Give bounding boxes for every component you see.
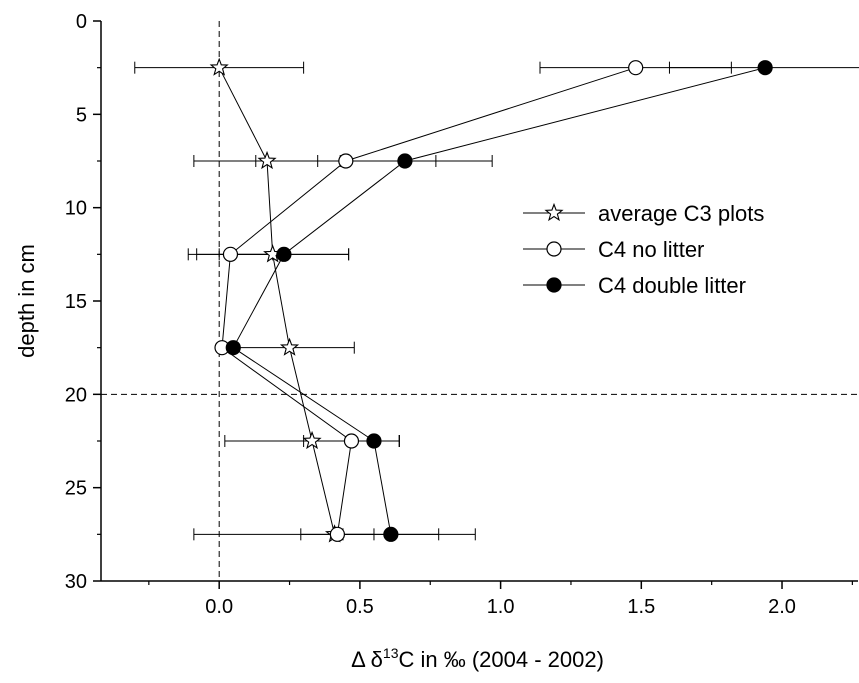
legend-label: average C3 plots (598, 201, 764, 226)
legend-marker (544, 202, 564, 222)
x-axis-title-superscript: 13 (383, 645, 399, 661)
data-point-series-3 (225, 340, 241, 356)
x-tick-label: 1.5 (627, 596, 655, 618)
y-tick-label: 0 (76, 11, 87, 33)
data-point-series-3 (757, 60, 773, 76)
data-point-series-1 (279, 337, 300, 356)
x-axis-title-prefix: Δ δ (351, 647, 383, 672)
y-tick-label: 5 (76, 104, 87, 126)
reference-lines (101, 21, 858, 581)
ticks (93, 20, 853, 589)
legend-label: C4 double litter (598, 273, 746, 298)
legend-marker (546, 277, 562, 293)
axes (100, 21, 858, 582)
series-line-1 (218, 67, 336, 535)
x-tick-label: 2.0 (768, 596, 796, 618)
data-point-series-3 (383, 526, 399, 542)
x-tick-label: 0.5 (346, 596, 374, 618)
data-point-series-3 (397, 153, 413, 169)
data-point-series-2 (628, 60, 644, 76)
x-tick-label: 0.0 (205, 596, 233, 618)
legend: average C3 plots C4 no litter C4 double li… (523, 201, 764, 298)
data-point-series-2 (222, 246, 239, 262)
data-point-series-1 (209, 57, 229, 76)
data-point-series-2 (329, 526, 345, 542)
legend-label: C4 no litter (598, 237, 704, 262)
data-point-series-3 (366, 433, 382, 449)
legend-marker (546, 241, 562, 257)
y-axis-title: depth in cm (14, 244, 39, 358)
x-axis-title-suffix: C in ‰ (2004 - 2002) (398, 647, 603, 672)
y-tick-label: 30 (65, 571, 87, 593)
x-tick-label: 1.0 (487, 596, 515, 618)
data-point-series-2 (343, 433, 360, 449)
series-line-3 (232, 67, 766, 535)
data-point-series-1 (302, 430, 322, 450)
x-axis-title: Δ δ13C in ‰ (2004 - 2002) (351, 645, 604, 672)
data-point-series-2 (338, 153, 354, 169)
y-tick-label: 25 (65, 478, 87, 500)
y-tick-label: 15 (65, 291, 87, 313)
series-lines (218, 67, 766, 535)
y-tick-label: 20 (65, 384, 87, 406)
y-tick-label: 10 (65, 198, 87, 220)
data-point-series-1 (257, 150, 277, 170)
error-bars (134, 61, 859, 541)
tick-labels: 0 5 10 15 20 25 30 0.0 0.5 1.0 1.5 2.0 (65, 11, 796, 618)
markers (209, 57, 773, 543)
series-line-2 (221, 67, 636, 535)
data-point-series-3 (276, 246, 292, 262)
